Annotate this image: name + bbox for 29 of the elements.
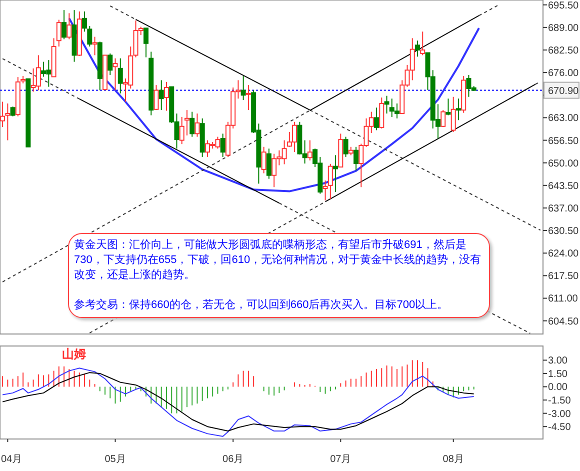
- y-tick-label: 0.00: [548, 382, 568, 394]
- y-tick-label: 630.50: [548, 226, 580, 238]
- x-tick-label: 05月: [104, 454, 126, 465]
- y-tick-label: 624.00: [548, 248, 580, 260]
- x-tick-label: 04月: [1, 454, 22, 465]
- x-tick-label: 06月: [222, 454, 244, 465]
- y-tick-label: 3.00: [548, 356, 568, 367]
- y-tick-label: 663.00: [548, 113, 580, 124]
- y-tick-label: 643.50: [548, 180, 580, 192]
- y-tick-label: 1.50: [548, 368, 568, 380]
- y-tick-label: 656.50: [548, 136, 580, 147]
- y-tick-label: 637.00: [548, 203, 580, 214]
- x-tick-label: 07月: [330, 454, 352, 465]
- y-tick-label: 695.50: [548, 0, 580, 12]
- ref-line-label: 670.90: [548, 86, 580, 97]
- y-tick-label: 650.00: [548, 158, 580, 170]
- y-tick-label: -4.50: [548, 422, 572, 434]
- y-tick-label: 682.50: [548, 45, 580, 56]
- annotation: 山姆: [62, 347, 86, 361]
- x-tick-label: 08月: [442, 454, 464, 465]
- y-tick-label: 611.00: [548, 294, 578, 305]
- annotation: 黄金天图：汇价向上，可能做大形圆弧底的喋柄形态，有望后市升破691，然后是730，下支持仍在655，下破，回610，无论何种情况，对于黄金中长线的趋势，没有改变，还是上涨的趋势。: [74, 238, 482, 283]
- y-tick-label: 617.50: [548, 271, 580, 282]
- annotation: 参考交易：保持660的仓，若无仓，可以回到660后再次买入。目标700以上。: [74, 298, 450, 313]
- y-tick-label: -3.00: [548, 408, 572, 420]
- y-tick-label: 604.50: [548, 316, 580, 328]
- y-tick-label: 676.00: [548, 68, 580, 80]
- y-tick-label: -1.50: [548, 396, 572, 407]
- y-tick-label: 689.00: [548, 22, 580, 34]
